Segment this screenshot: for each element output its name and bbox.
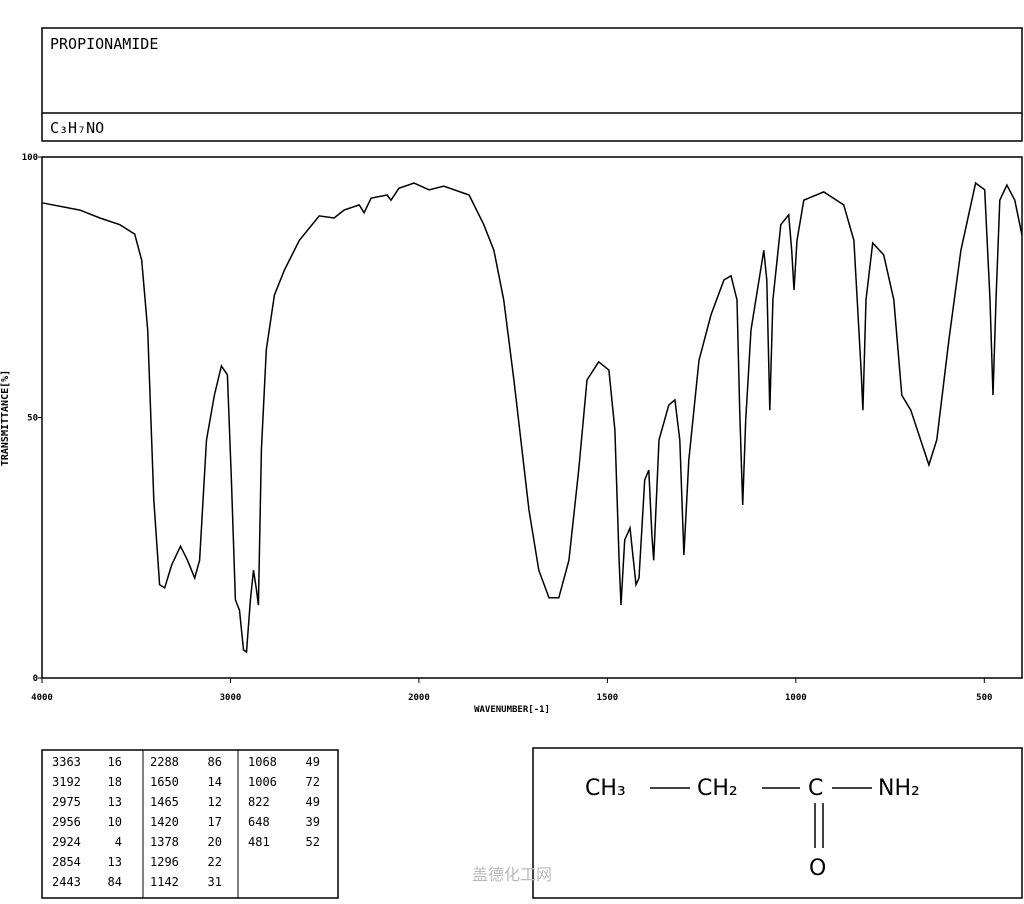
peak-wavenumber: 822 [248, 795, 270, 809]
x-tick-label: 500 [976, 693, 992, 703]
header-box [41, 27, 1023, 142]
structure-group: CH₂ [697, 776, 738, 801]
peak-wavenumber: 2975 [52, 795, 81, 809]
peak-wavenumber: 1006 [248, 775, 277, 789]
formula: C₃H₇NO [50, 119, 104, 137]
peak-intensity: 49 [306, 795, 320, 809]
watermark: 盖德化工网 [472, 865, 552, 884]
peak-intensity: 12 [208, 795, 222, 809]
peak-wavenumber: 1142 [150, 875, 179, 889]
y-tick-label: 0 [33, 674, 38, 684]
peak-intensity: 16 [108, 755, 122, 769]
x-tick-label: 1000 [785, 693, 807, 703]
peak-intensity: 39 [306, 815, 320, 829]
peak-wavenumber: 1465 [150, 795, 179, 809]
x-tick-label: 1500 [597, 693, 619, 703]
structure-group: CH₃ [585, 776, 626, 801]
peak-intensity: 52 [306, 835, 320, 849]
peak-intensity: 49 [306, 755, 320, 769]
peak-wavenumber: 2854 [52, 855, 81, 869]
peak-intensity: 13 [108, 795, 122, 809]
peak-wavenumber: 481 [248, 835, 270, 849]
compound-name: PROPIONAMIDE [50, 35, 158, 53]
peak-intensity: 31 [208, 875, 222, 889]
peak-table-box [41, 749, 339, 899]
peak-intensity: 22 [208, 855, 222, 869]
peak-wavenumber: 2288 [150, 755, 179, 769]
structure-group: C [808, 776, 823, 801]
x-tick-label: 3000 [220, 693, 242, 703]
y-axis-label: TRANSMITTANCE[%] [0, 370, 11, 466]
peak-intensity: 17 [208, 815, 222, 829]
peak-wavenumber: 3192 [52, 775, 81, 789]
peak-intensity: 18 [108, 775, 122, 789]
peak-wavenumber: 3363 [52, 755, 81, 769]
x-tick-label: 4000 [31, 693, 53, 703]
plot-frame [41, 156, 1023, 679]
structure-oxygen: O [809, 856, 826, 881]
peak-wavenumber: 1378 [150, 835, 179, 849]
peak-intensity: 4 [115, 835, 122, 849]
y-tick-label: 100 [22, 153, 38, 163]
peak-wavenumber: 648 [248, 815, 270, 829]
peak-wavenumber: 1068 [248, 755, 277, 769]
peak-wavenumber: 2443 [52, 875, 81, 889]
structure-group: NH₂ [878, 776, 920, 801]
spectrum-line [41, 181, 1023, 654]
peak-wavenumber: 2956 [52, 815, 81, 829]
peak-intensity: 72 [306, 775, 320, 789]
peak-wavenumber: 1650 [150, 775, 179, 789]
structure-box [532, 747, 1023, 899]
peak-intensity: 10 [108, 815, 122, 829]
peak-wavenumber: 1420 [150, 815, 179, 829]
y-tick-label: 50 [27, 414, 38, 424]
x-tick-label: 2000 [408, 693, 430, 703]
peak-wavenumber: 1296 [150, 855, 179, 869]
peak-intensity: 86 [208, 755, 222, 769]
peak-wavenumber: 2924 [52, 835, 81, 849]
x-axis-label: WAVENUMBER[-1] [474, 705, 550, 715]
peak-intensity: 84 [108, 875, 122, 889]
peak-intensity: 14 [208, 775, 222, 789]
peak-intensity: 13 [108, 855, 122, 869]
peak-intensity: 20 [208, 835, 222, 849]
